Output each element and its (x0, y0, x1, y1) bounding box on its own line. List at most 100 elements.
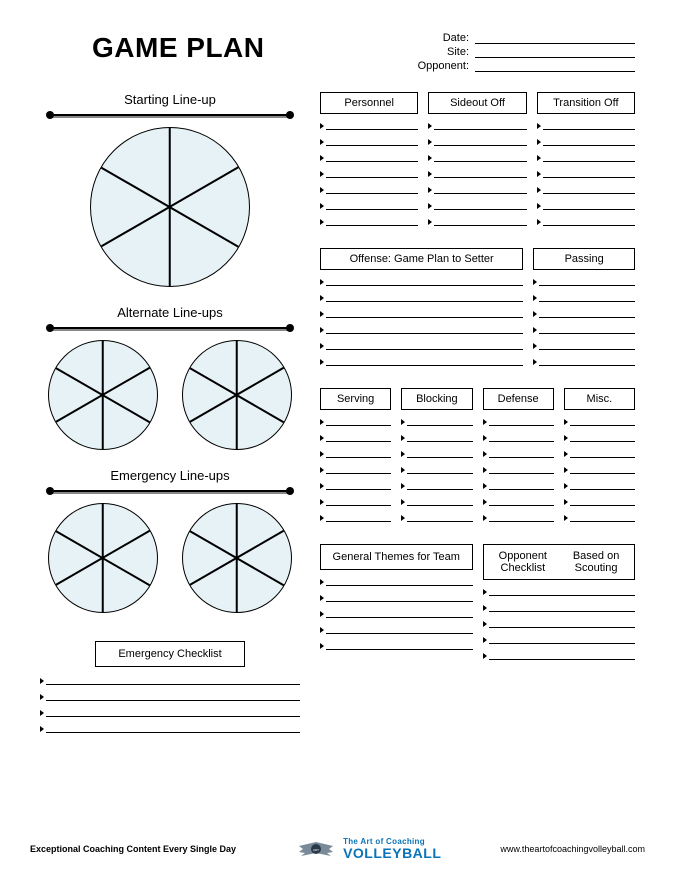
rotation-wheel-starting (90, 127, 250, 287)
bullet-icon (40, 726, 44, 732)
bullet-icon (537, 171, 541, 177)
bullet-icon (483, 653, 487, 659)
meta-opponent-label: Opponent: (418, 60, 469, 72)
underline (543, 216, 635, 226)
meta-site-label: Site: (447, 46, 469, 58)
bullet-icon (537, 203, 541, 209)
underline (539, 324, 635, 334)
meta-opponent-line (475, 60, 635, 72)
write-line (483, 480, 554, 490)
emergency-checklist-label: Emergency Checklist (95, 641, 245, 667)
underline (326, 576, 473, 586)
line-list (483, 586, 636, 660)
svg-text:ART: ART (313, 848, 319, 852)
write-line (320, 464, 391, 474)
bullet-icon (428, 123, 432, 129)
write-line (428, 200, 526, 210)
write-line (428, 216, 526, 226)
write-line (564, 464, 635, 474)
underline (489, 496, 554, 506)
underline (489, 618, 636, 628)
write-line (564, 448, 635, 458)
bullet-icon (320, 483, 324, 489)
underline (326, 292, 523, 302)
column-label: Personnel (320, 92, 418, 114)
column: Personnel (320, 92, 418, 232)
underline (539, 292, 635, 302)
line-list (564, 416, 635, 522)
bullet-icon (320, 595, 324, 601)
underline (326, 480, 391, 490)
bullet-icon (320, 343, 324, 349)
write-line (537, 168, 635, 178)
group2: Offense: Game Plan to SetterPassing (320, 248, 635, 372)
write-line (320, 276, 523, 286)
bullet-icon (564, 499, 568, 505)
column: Serving (320, 388, 391, 528)
bullet-icon (564, 515, 568, 521)
write-line (320, 640, 473, 650)
underline (326, 464, 391, 474)
write-line (483, 416, 554, 426)
write-line (483, 618, 636, 628)
underline (489, 634, 636, 644)
write-line (483, 634, 636, 644)
bullet-icon (483, 435, 487, 441)
underline (570, 432, 635, 442)
bullet-icon (533, 311, 537, 317)
underline (434, 168, 526, 178)
column-label: Misc. (564, 388, 635, 410)
column-label: Serving (320, 388, 391, 410)
underline (539, 308, 635, 318)
write-line (537, 200, 635, 210)
write-line (320, 292, 523, 302)
underline (326, 416, 391, 426)
wings-icon: ART (295, 838, 337, 860)
write-line (320, 576, 473, 586)
underline (434, 152, 526, 162)
write-line (483, 464, 554, 474)
underline (326, 608, 473, 618)
underline (543, 184, 635, 194)
underline (539, 356, 635, 366)
bullet-icon (320, 219, 324, 225)
write-line (483, 496, 554, 506)
write-line (428, 152, 526, 162)
underline (326, 120, 418, 130)
write-line (320, 216, 418, 226)
write-line (40, 691, 300, 701)
write-line (564, 416, 635, 426)
bullet-icon (537, 219, 541, 225)
footer-logo: ART The Art of Coaching VOLLEYBALL (295, 838, 441, 860)
underline (489, 416, 554, 426)
bullet-icon (320, 643, 324, 649)
write-line (533, 308, 635, 318)
underline (407, 432, 472, 442)
bullet-icon (483, 419, 487, 425)
underline (46, 675, 300, 685)
write-line (428, 184, 526, 194)
write-line (483, 448, 554, 458)
write-line (320, 496, 391, 506)
underline (326, 432, 391, 442)
underline (570, 480, 635, 490)
group1: PersonnelSideout OffTransition Off (320, 92, 635, 232)
underline (326, 216, 418, 226)
bullet-icon (533, 359, 537, 365)
bullet-icon (564, 419, 568, 425)
bullet-icon (483, 605, 487, 611)
write-line (537, 216, 635, 226)
rotation-wheel-emerg-2 (182, 503, 292, 613)
write-line (401, 416, 472, 426)
logo-bottom-text: VOLLEYBALL (343, 846, 441, 860)
bullet-icon (537, 123, 541, 129)
column: Transition Off (537, 92, 635, 232)
meta-site-line (475, 46, 635, 58)
write-line (564, 512, 635, 522)
write-line (320, 120, 418, 130)
page-title: GAME PLAN (92, 32, 265, 74)
underline (489, 586, 636, 596)
line-list (320, 120, 418, 226)
write-line (564, 480, 635, 490)
column: Opponent ChecklistBased on Scouting (483, 544, 636, 666)
